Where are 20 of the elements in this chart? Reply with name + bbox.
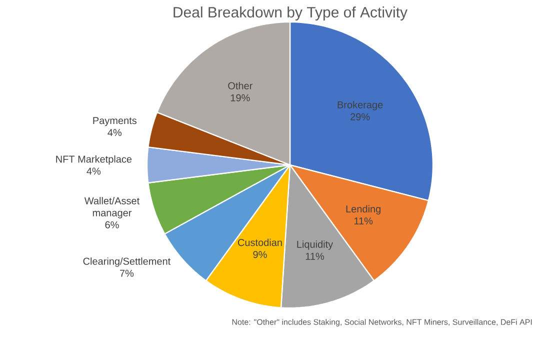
data-label: 6% — [105, 221, 119, 228]
data-label: 7% — [120, 270, 134, 277]
data-label: 4% — [86, 168, 101, 175]
slice-label: Clearing/Settlement — [83, 257, 171, 267]
data-label: 29% — [350, 113, 370, 120]
data-label: 11% — [354, 217, 373, 224]
data-label: 9% — [253, 251, 267, 258]
data-label: 4% — [108, 129, 122, 136]
data-label: 19% — [230, 94, 250, 102]
slice-label: Lending — [346, 205, 380, 214]
slice-label: Payments — [93, 117, 137, 126]
chart-title: Deal Breakdown by Type of Activity — [174, 6, 408, 20]
slice-label: Brokerage — [338, 100, 383, 110]
slice-label: Custodian — [238, 238, 282, 246]
slice-label: Liquidity — [297, 240, 334, 250]
slice-label: Other — [228, 82, 253, 90]
slice-label: NFT Marketplace — [56, 155, 132, 165]
data-label: 11% — [306, 252, 324, 260]
text: Note: "Other" includes Staking, Social Networks, NFT Miners, Surveillance, DeFi API — [232, 318, 532, 326]
slice-label: Wallet/Asset manager — [84, 197, 140, 218]
